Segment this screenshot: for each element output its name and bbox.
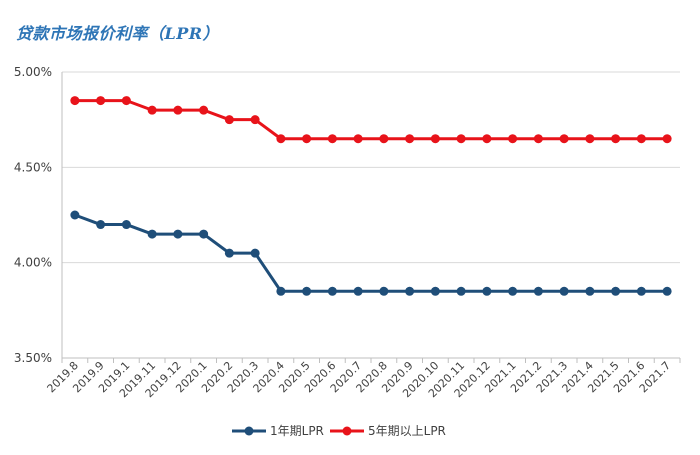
data-point bbox=[173, 229, 183, 239]
legend-marker bbox=[342, 426, 352, 436]
data-point bbox=[96, 96, 106, 106]
data-point bbox=[636, 286, 646, 296]
y-tick-label: 3.50% bbox=[14, 351, 52, 365]
data-point bbox=[250, 248, 260, 258]
data-point bbox=[302, 286, 312, 296]
data-point bbox=[353, 286, 363, 296]
data-point bbox=[585, 134, 595, 144]
data-point bbox=[482, 134, 492, 144]
data-point bbox=[199, 229, 209, 239]
data-point bbox=[199, 105, 209, 115]
data-point bbox=[147, 229, 157, 239]
data-point bbox=[482, 286, 492, 296]
data-point bbox=[224, 115, 234, 125]
data-point bbox=[147, 105, 157, 115]
y-tick-label: 5.00% bbox=[14, 65, 52, 79]
legend-label: 5年期以上LPR bbox=[368, 424, 446, 438]
data-point bbox=[121, 96, 131, 106]
legend-marker bbox=[244, 426, 254, 436]
data-point bbox=[405, 134, 415, 144]
data-point bbox=[456, 286, 466, 296]
data-point bbox=[533, 134, 543, 144]
data-point bbox=[533, 286, 543, 296]
data-point bbox=[70, 96, 80, 106]
y-tick-label: 4.00% bbox=[14, 256, 52, 270]
data-point bbox=[430, 134, 440, 144]
data-point bbox=[430, 286, 440, 296]
data-point bbox=[611, 134, 621, 144]
data-point bbox=[636, 134, 646, 144]
series-line-2 bbox=[74, 99, 668, 141]
data-point bbox=[585, 286, 595, 296]
data-point bbox=[405, 286, 415, 296]
data-point bbox=[250, 115, 260, 125]
data-point bbox=[611, 286, 621, 296]
data-point bbox=[276, 286, 286, 296]
data-point bbox=[379, 134, 389, 144]
data-point bbox=[70, 210, 80, 220]
chart-title: 贷款市场报价利率（LPR） bbox=[16, 24, 220, 43]
data-point bbox=[456, 134, 466, 144]
data-point bbox=[508, 286, 518, 296]
data-point bbox=[302, 134, 312, 144]
data-point bbox=[224, 248, 234, 258]
data-point bbox=[353, 134, 363, 144]
y-tick-label: 4.50% bbox=[14, 160, 52, 174]
data-point bbox=[327, 134, 337, 144]
data-point bbox=[559, 134, 569, 144]
data-point bbox=[121, 220, 131, 230]
data-point bbox=[96, 220, 106, 230]
data-point bbox=[379, 286, 389, 296]
data-point bbox=[662, 286, 672, 296]
data-point bbox=[508, 134, 518, 144]
data-point bbox=[559, 286, 569, 296]
data-point bbox=[327, 286, 337, 296]
data-point bbox=[276, 134, 286, 144]
series-line-1 bbox=[74, 213, 668, 293]
data-point bbox=[662, 134, 672, 144]
legend-label: 1年期LPR bbox=[270, 424, 324, 438]
data-point bbox=[173, 105, 183, 115]
